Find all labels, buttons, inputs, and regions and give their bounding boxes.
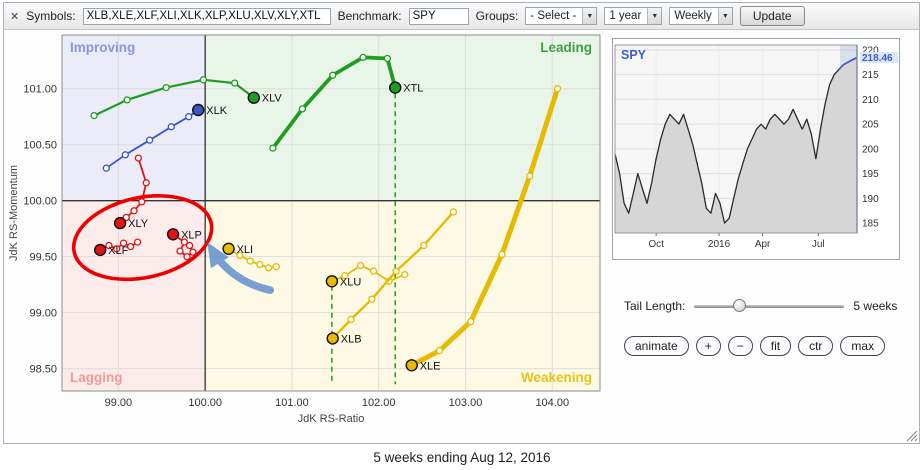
svg-text:200: 200 — [862, 144, 879, 155]
svg-text:XLE: XLE — [420, 360, 441, 372]
benchmark-input[interactable] — [408, 7, 469, 25]
svg-text:101.00: 101.00 — [275, 397, 309, 409]
svg-text:XLU: XLU — [340, 276, 361, 288]
tail-length-label: Tail Length: — [624, 299, 686, 313]
center-button[interactable]: ctr — [798, 336, 834, 356]
animate-button[interactable]: animate — [624, 336, 689, 356]
right-column: Oct 2016 Apr Jul 220 215 210 205 200 195 190 185 218… — [610, 31, 919, 443]
chevron-down-icon: ▼ — [582, 8, 597, 24]
svg-text:JdK RS-Momentum: JdK RS-Momentum — [8, 165, 20, 261]
frequency-select-value: Weekly — [674, 10, 712, 22]
update-button[interactable]: Update — [739, 6, 805, 26]
svg-text:XLB: XLB — [341, 333, 362, 345]
chevron-down-icon: ▼ — [717, 8, 732, 24]
svg-text:XLK: XLK — [206, 105, 227, 117]
svg-text:100.00: 100.00 — [23, 196, 57, 208]
button-row: animate + − fit ctr max — [624, 336, 913, 356]
svg-text:99.00: 99.00 — [29, 308, 57, 320]
svg-text:100.00: 100.00 — [188, 397, 222, 409]
svg-text:XLI: XLI — [237, 244, 254, 256]
svg-text:205: 205 — [862, 120, 879, 131]
svg-text:JdK RS-Ratio: JdK RS-Ratio — [298, 413, 365, 425]
period-select-value: 1 year — [609, 10, 642, 22]
spy-chart: Oct 2016 Apr Jul 220 215 210 205 200 195 190 185 218… — [614, 44, 898, 250]
svg-text:Leading: Leading — [540, 40, 592, 55]
svg-text:Weakening: Weakening — [521, 370, 592, 385]
svg-text:2016: 2016 — [708, 239, 731, 250]
frequency-select[interactable]: Weekly ▼ — [669, 7, 733, 25]
chevron-down-icon: ▼ — [647, 8, 662, 24]
tail-length-slider[interactable] — [694, 298, 845, 314]
svg-text:Oct: Oct — [648, 239, 664, 250]
svg-text:99.50: 99.50 — [29, 252, 57, 264]
period-select[interactable]: 1 year ▼ — [604, 7, 663, 25]
fit-button[interactable]: fit — [759, 336, 792, 356]
svg-text:99.00: 99.00 — [105, 397, 133, 409]
slider-track — [694, 305, 845, 308]
slider-thumb[interactable] — [732, 299, 746, 312]
date-range-caption: 5 weeks ending Aug 12, 2016 — [373, 450, 551, 465]
svg-text:103.00: 103.00 — [449, 397, 483, 409]
main-area: 99.00 100.00 101.00 102.00 103.00 104.00 98.50… — [4, 31, 919, 443]
groups-select[interactable]: - Select - ▼ — [525, 7, 598, 25]
svg-text:XTL: XTL — [403, 83, 423, 95]
svg-text:185: 185 — [862, 219, 879, 230]
svg-text:210: 210 — [862, 95, 879, 106]
svg-text:XLY: XLY — [128, 218, 149, 230]
svg-text:Improving: Improving — [70, 40, 135, 55]
svg-text:101.00: 101.00 — [23, 84, 57, 96]
symbols-input[interactable] — [82, 7, 331, 25]
symbols-label: Symbols: — [26, 9, 76, 23]
chart-controls: Tail Length: 5 weeks animate + − fit ctr — [612, 298, 913, 356]
zoom-in-button[interactable]: + — [695, 336, 721, 356]
zoom-out-button[interactable]: − — [727, 336, 753, 356]
svg-text:190: 190 — [862, 194, 879, 205]
rrg-panel: 99.00 100.00 101.00 102.00 103.00 104.00 98.50… — [4, 31, 610, 437]
svg-text:SPY: SPY — [621, 48, 647, 62]
tail-length-row: Tail Length: 5 weeks — [624, 298, 913, 314]
svg-text:XLP: XLP — [181, 229, 202, 241]
svg-text:102.00: 102.00 — [362, 397, 396, 409]
rrg-app-window: ✕ Symbols: Benchmark: Groups: - Select -… — [3, 2, 920, 444]
svg-text:XLF: XLF — [108, 245, 128, 257]
svg-text:Lagging: Lagging — [70, 370, 123, 385]
svg-text:218.46: 218.46 — [862, 53, 893, 64]
groups-label: Groups: — [475, 9, 519, 23]
benchmark-label: Benchmark: — [337, 9, 402, 23]
svg-text:195: 195 — [862, 169, 879, 180]
max-button[interactable]: max — [840, 336, 886, 356]
svg-text:Jul: Jul — [812, 239, 825, 250]
svg-text:215: 215 — [862, 70, 879, 81]
groups-select-value: - Select - — [530, 10, 577, 22]
svg-text:98.50: 98.50 — [29, 364, 57, 376]
tail-length-value: 5 weeks — [853, 299, 898, 313]
close-icon[interactable]: ✕ — [10, 10, 20, 23]
svg-text:220: 220 — [862, 45, 879, 56]
svg-text:100.50: 100.50 — [23, 140, 57, 152]
svg-text:XLV: XLV — [262, 93, 283, 105]
rrg-chart[interactable]: 99.00 100.00 101.00 102.00 103.00 104.00 98.50… — [4, 31, 610, 437]
svg-text:104.00: 104.00 — [535, 397, 569, 409]
toolbar: ✕ Symbols: Benchmark: Groups: - Select -… — [4, 3, 919, 30]
svg-text:Apr: Apr — [755, 239, 771, 250]
resize-handle-icon[interactable] — [905, 429, 918, 442]
benchmark-panel: Oct 2016 Apr Jul 220 215 210 205 200 195 190 185 218… — [612, 38, 900, 260]
